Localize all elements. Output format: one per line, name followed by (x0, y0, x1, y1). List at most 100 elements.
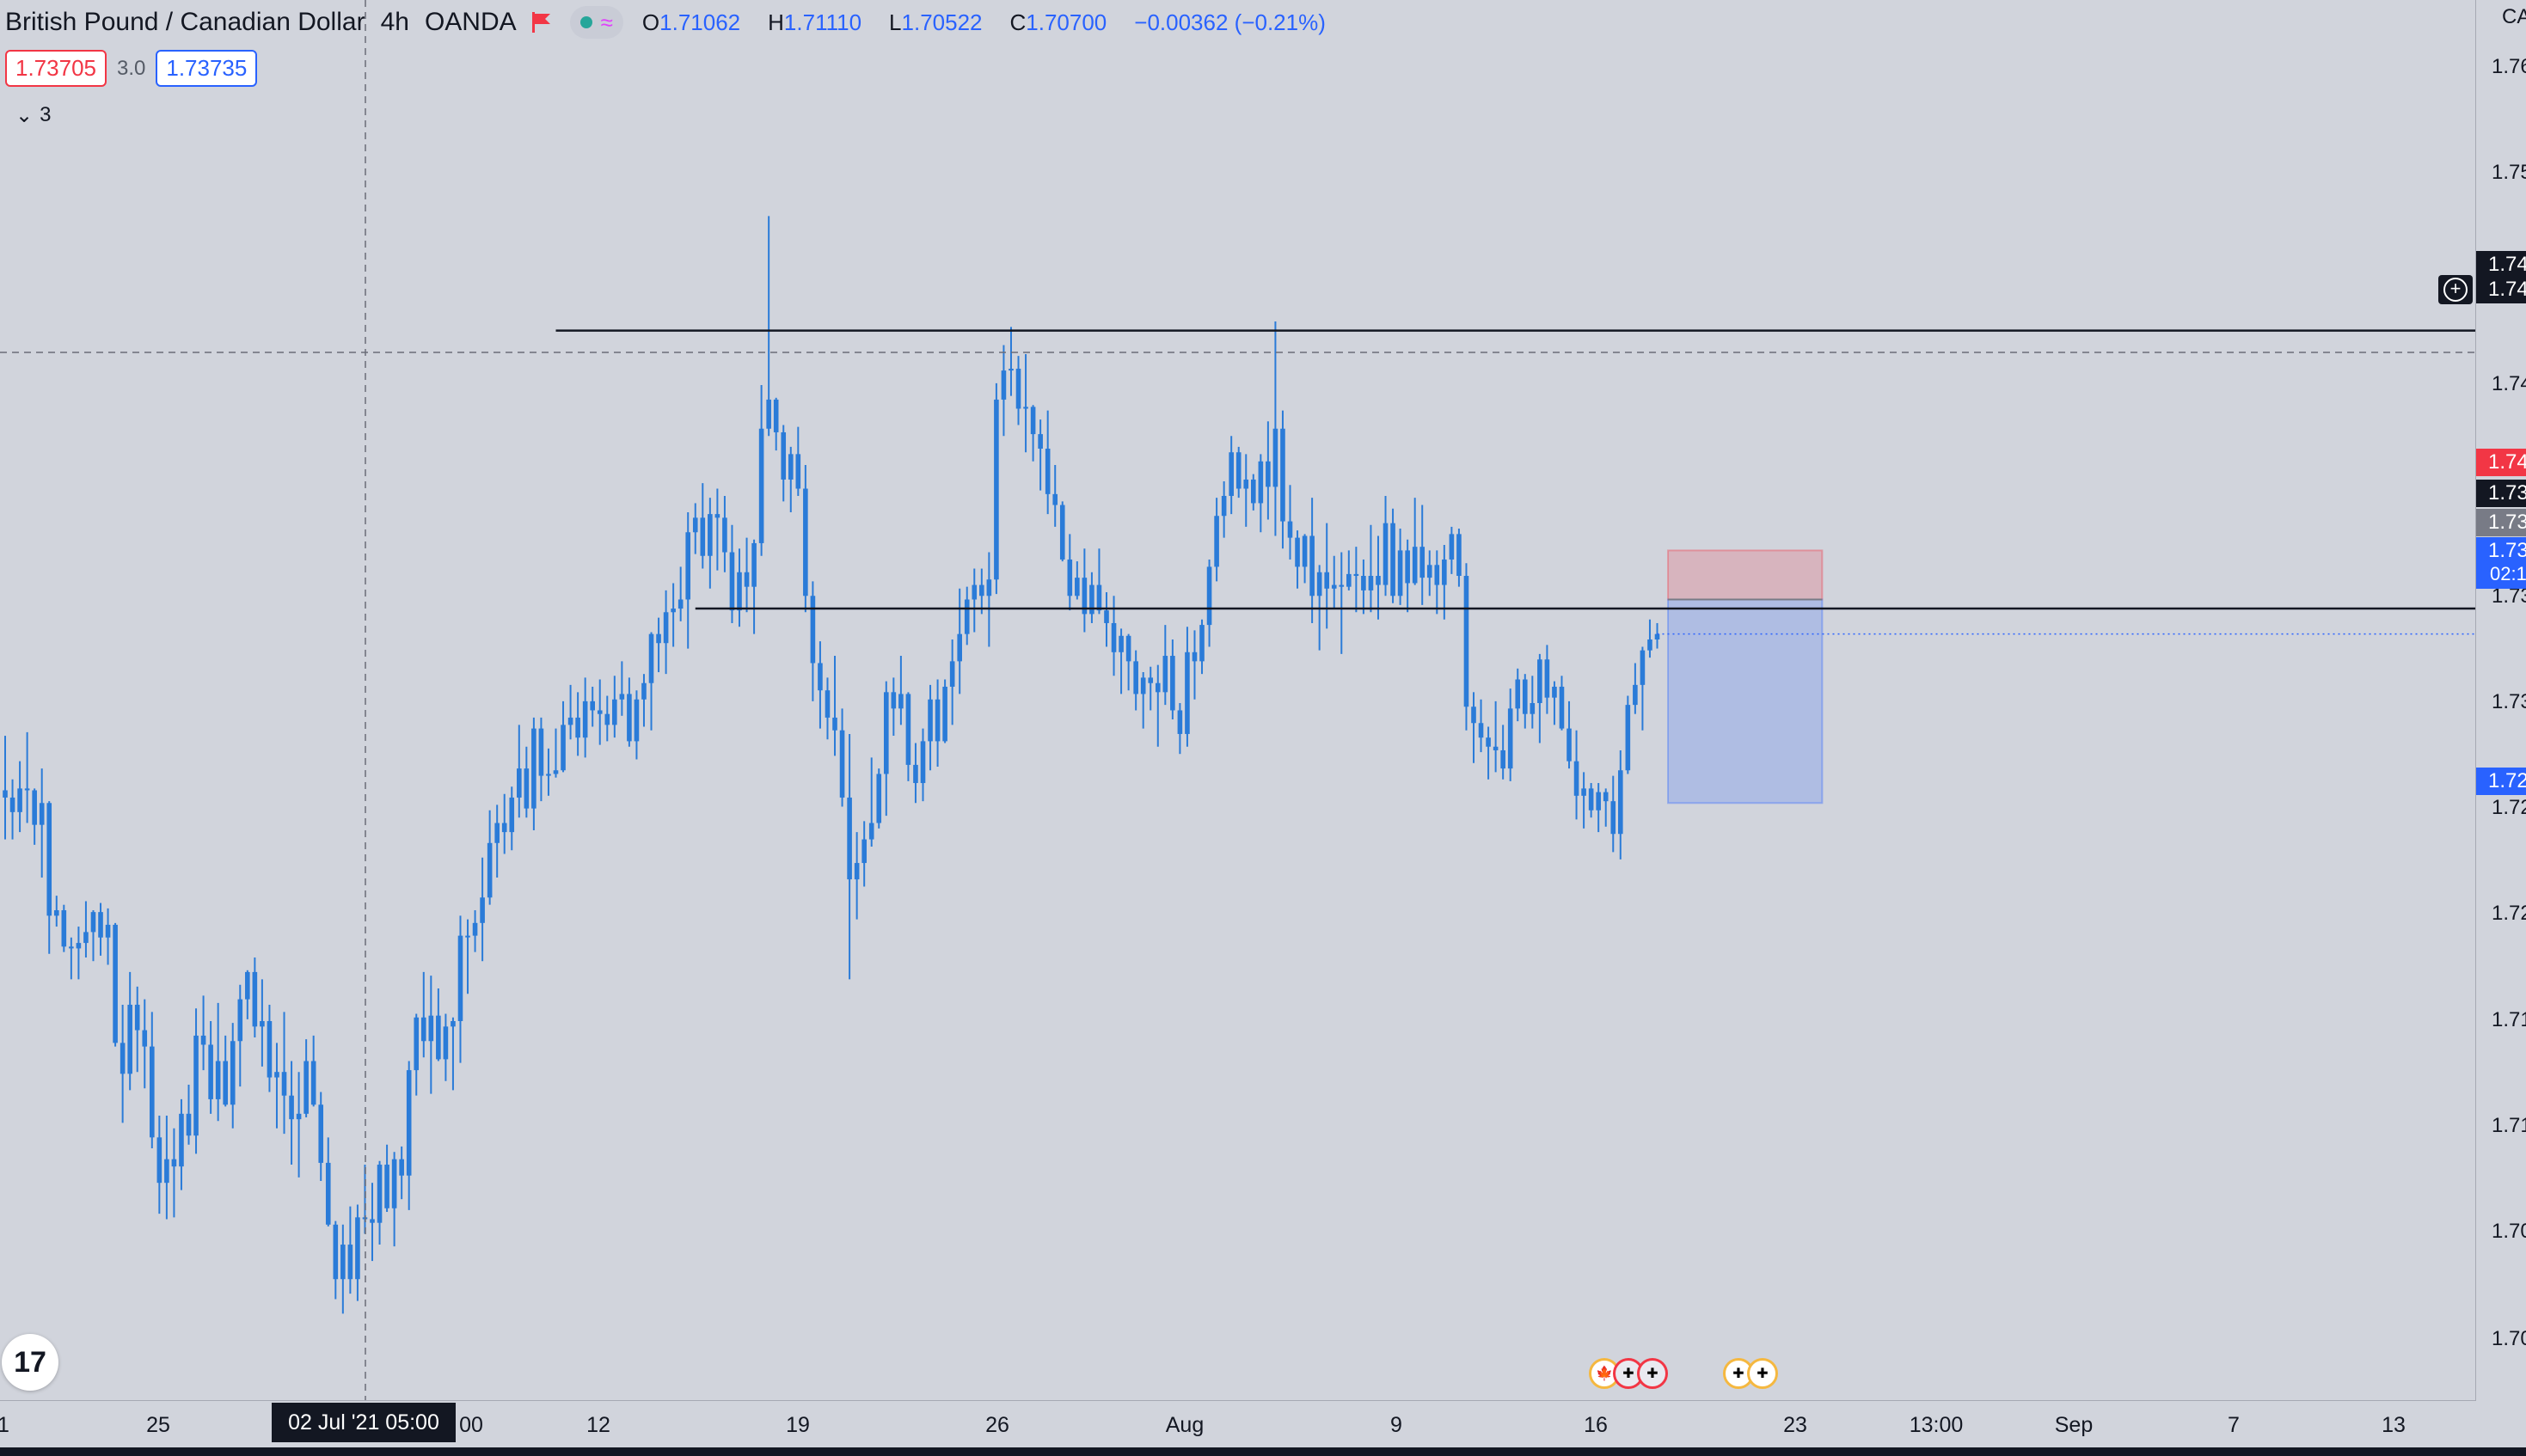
price-tick-label: 1.74 (2492, 372, 2526, 395)
candle-body (1610, 801, 1616, 835)
economic-events[interactable]: ✚ ✚ (1723, 1358, 1778, 1389)
candle (1573, 730, 1579, 820)
candle-body (1258, 461, 1264, 504)
candle-body (920, 741, 926, 784)
candle-body (53, 910, 59, 916)
candle (1566, 700, 1572, 769)
candle (1376, 535, 1381, 620)
candle (340, 1224, 346, 1314)
candle (700, 483, 706, 569)
uk-flag-icon[interactable]: ✚ (1637, 1358, 1668, 1389)
candle (898, 656, 904, 725)
target-price-tag: 1.72 (2476, 768, 2526, 795)
candle (1295, 530, 1300, 589)
candle-body (1581, 788, 1586, 796)
crosshair-time-label: 02 Jul '21 05:00 (272, 1403, 456, 1442)
candle-body (1082, 578, 1088, 615)
candle-body (1045, 449, 1051, 494)
economic-events[interactable]: 🍁 ✚ ✚ (1589, 1358, 1668, 1389)
stop-loss-zone[interactable] (1667, 549, 1824, 601)
candle-body (1023, 407, 1028, 409)
indicators-toggle[interactable]: ⌄ 3 (15, 103, 51, 128)
price-tick-label: 1.70 (2492, 1327, 2526, 1350)
candle (524, 746, 530, 818)
candle-body (648, 633, 654, 683)
candle-body (1251, 479, 1256, 504)
candle-body (1162, 656, 1168, 693)
take-profit-zone[interactable] (1667, 598, 1824, 804)
candle-body (1573, 761, 1579, 796)
candle (90, 910, 96, 962)
flag-icon[interactable] (531, 12, 551, 33)
candle-body (1287, 521, 1293, 538)
price-tick-label: 1.73 (2492, 690, 2526, 713)
price-tick-label: 1.72 (2492, 902, 2526, 925)
candle (553, 728, 559, 778)
candle-body (766, 399, 771, 429)
symbol-name[interactable]: British Pound / Canadian Dollar (5, 8, 365, 36)
candle (487, 810, 493, 905)
add-alert-button[interactable]: + (2438, 275, 2473, 304)
candle (1067, 534, 1073, 611)
candle-body (1434, 565, 1440, 585)
candle (156, 1115, 162, 1214)
symbol-header[interactable]: British Pound / Canadian Dollar 4h OANDA… (5, 3, 1326, 41)
buy-button[interactable]: 1.73735 (156, 50, 258, 87)
candle (1449, 526, 1455, 574)
candle (1596, 783, 1601, 833)
candle-body (443, 1026, 449, 1060)
candle (1654, 622, 1660, 649)
market-status[interactable]: ≈ (569, 6, 623, 39)
candle-body (1383, 523, 1389, 585)
candle (714, 488, 720, 571)
market-open-icon (579, 16, 592, 28)
candle (370, 1183, 375, 1262)
candle (517, 725, 522, 818)
candle (1383, 495, 1389, 596)
candle (69, 937, 74, 980)
currency-label[interactable]: CA (2502, 5, 2526, 28)
candle (737, 548, 742, 627)
candle-body (737, 572, 742, 611)
candle (1581, 772, 1586, 829)
candle-body (803, 488, 808, 596)
candle-body (1522, 679, 1528, 714)
candle (868, 757, 874, 847)
candle (208, 1021, 213, 1114)
candle (964, 586, 970, 645)
candle-body (612, 699, 617, 725)
interval[interactable]: 4h (380, 8, 409, 36)
candle-body (810, 596, 816, 664)
time-tick-label: 13:00 (1909, 1413, 1964, 1437)
candle (1023, 354, 1028, 453)
candle (766, 216, 771, 437)
candle (1104, 592, 1109, 647)
tradingview-logo[interactable]: 17 (2, 1334, 58, 1391)
candle-body (1530, 703, 1536, 714)
sell-button[interactable]: 1.73705 (5, 50, 107, 87)
candle (105, 908, 111, 965)
canada-flag-icon[interactable]: 🍁 (1589, 1358, 1620, 1389)
candle (310, 1035, 316, 1107)
candle-body (1280, 428, 1285, 522)
candle (443, 1013, 449, 1081)
candle-body (325, 1162, 331, 1225)
candle-body (1515, 679, 1521, 709)
candle-body (384, 1165, 389, 1208)
candle-body (318, 1104, 324, 1163)
candle-body (1419, 547, 1425, 578)
candle (215, 1002, 221, 1122)
crosshair-price-tag: 1.74 (2476, 276, 2526, 303)
time-tick-label: 9 (1390, 1413, 1402, 1437)
candle (230, 1023, 236, 1129)
candle-body (1075, 578, 1080, 596)
candle-body (1059, 505, 1065, 560)
candle-body (781, 431, 787, 480)
uk-flag-icon[interactable]: ✚ (1747, 1358, 1778, 1389)
price-chart[interactable] (0, 0, 2476, 1401)
candle (1119, 628, 1124, 694)
candle-body (979, 584, 984, 596)
candle (420, 971, 426, 1058)
candle-body (1140, 677, 1146, 694)
candle-body (1214, 516, 1219, 567)
